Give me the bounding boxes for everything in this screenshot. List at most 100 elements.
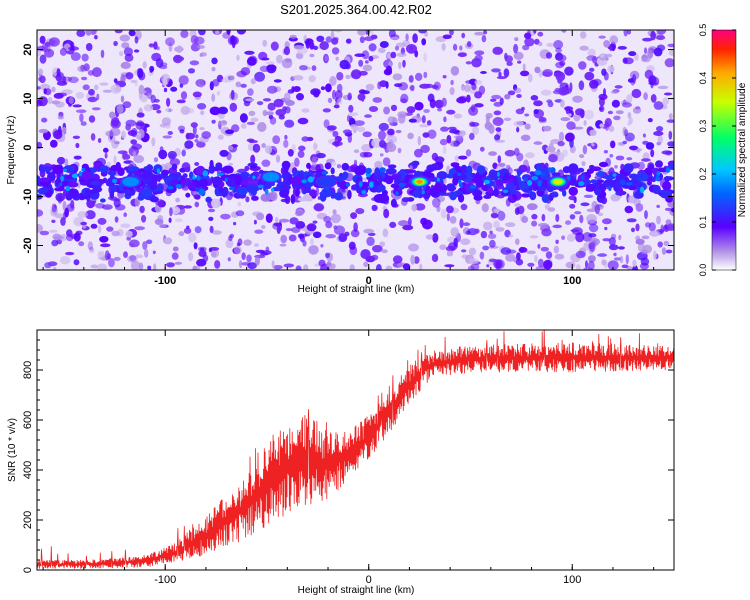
- heatmap-cell: [434, 156, 445, 164]
- heatmap-cell: [238, 260, 243, 269]
- heatmap-band-cell: [472, 189, 483, 197]
- heatmap-cell: [528, 73, 533, 83]
- heatmap-cell: [335, 90, 343, 100]
- heatmap-band-cell: [250, 164, 257, 169]
- heatmap-cell: [99, 82, 109, 86]
- heatmap-cell: [162, 76, 168, 86]
- heatmap-cell: [229, 75, 235, 81]
- heatmap-cell: [299, 65, 308, 71]
- heatmap-band-cell: [518, 180, 526, 191]
- heatmap-spot: [307, 176, 314, 183]
- heatmap-cell: [625, 254, 629, 265]
- heatmap-cell: [561, 235, 565, 240]
- heatmap-cell: [122, 101, 132, 109]
- heatmap-cell: [349, 116, 353, 120]
- heatmap-cell: [617, 246, 625, 250]
- heatmap-cell: [313, 45, 319, 51]
- heatmap-cell: [505, 197, 511, 207]
- heatmap-cell: [250, 154, 256, 164]
- heatmap-cell: [460, 238, 471, 245]
- heatmap-cell: [394, 83, 403, 87]
- heatmap-cell: [359, 151, 368, 158]
- heatmap-cell: [585, 260, 588, 269]
- heatmap-cell: [515, 238, 520, 245]
- heatmap-cell: [415, 72, 423, 81]
- heatmap-cell: [489, 230, 493, 235]
- heatmap-cell: [361, 50, 370, 60]
- heatmap-cell: [163, 87, 168, 93]
- heatmap-spot: [457, 172, 460, 176]
- heatmap-cell: [230, 89, 235, 100]
- heatmap-cell: [423, 52, 427, 62]
- heatmap-cell: [198, 30, 206, 36]
- heatmap-cell: [489, 239, 496, 248]
- y-tick-label: -20: [22, 238, 34, 254]
- heatmap-cell: [183, 205, 192, 209]
- heatmap-cell: [613, 115, 621, 121]
- heatmap-cell: [217, 106, 228, 115]
- heatmap-spot: [217, 172, 224, 176]
- heatmap-cell: [481, 203, 489, 213]
- heatmap-cell: [73, 155, 82, 160]
- heatmap-cell: [60, 217, 66, 226]
- heatmap-cell: [332, 130, 339, 138]
- heatmap-cell: [560, 117, 571, 122]
- heatmap-cell: [515, 108, 525, 115]
- heatmap-cell: [622, 140, 628, 145]
- heatmap-cell: [39, 54, 47, 64]
- heatmap-cell: [453, 135, 464, 139]
- heatmap-cell: [210, 251, 217, 258]
- heatmap-cell: [254, 71, 265, 82]
- heatmap-cell: [398, 220, 409, 227]
- heatmap-cell: [208, 216, 214, 221]
- heatmap-band-cell: [37, 175, 41, 184]
- heatmap-cell: [516, 252, 521, 261]
- heatmap-cell: [166, 262, 175, 268]
- heatmap-cell: [268, 114, 274, 120]
- heatmap-band-cell: [212, 166, 220, 172]
- heatmap-cell: [298, 233, 305, 239]
- heatmap-cell: [130, 139, 138, 145]
- heatmap-band-cell: [279, 188, 289, 198]
- heatmap-cell: [287, 89, 294, 94]
- heatmap-cell: [295, 265, 302, 270]
- heatmap-cell: [247, 88, 254, 96]
- heatmap-cell: [483, 221, 493, 231]
- heatmap-band-cell: [271, 186, 283, 192]
- heatmap-cell: [37, 96, 48, 107]
- heatmap-cell: [103, 147, 109, 153]
- heatmap-spot: [625, 182, 633, 186]
- heatmap-cell: [235, 210, 245, 217]
- heatmap-cell: [248, 110, 256, 117]
- heatmap-cell: [604, 226, 608, 231]
- heatmap-cell: [653, 131, 664, 136]
- heatmap-spot: [60, 175, 65, 181]
- heatmap-spot: [531, 176, 539, 181]
- heatmap-band-cell: [568, 163, 579, 173]
- heatmap-cell: [209, 106, 221, 116]
- heatmap-cell: [527, 262, 535, 267]
- heatmap-cell: [39, 230, 50, 236]
- heatmap-cell: [651, 76, 660, 86]
- heatmap-cell: [292, 86, 301, 92]
- y-tick-label: 0: [22, 567, 34, 573]
- heatmap-cell: [47, 97, 53, 105]
- heatmap-cell: [139, 205, 145, 214]
- heatmap-spot: [665, 167, 671, 173]
- heatmap-cell: [289, 217, 299, 225]
- heatmap-cell: [137, 68, 144, 79]
- heatmap-cell: [608, 244, 619, 251]
- heatmap-cell: [394, 45, 400, 51]
- heatmap-cell: [55, 192, 65, 202]
- heatmap-band-cell: [107, 170, 117, 176]
- heatmap-cell: [284, 119, 295, 128]
- heatmap-band-cell: [503, 172, 510, 181]
- heatmap-band-cell: [483, 194, 492, 199]
- heatmap-cell: [441, 97, 447, 107]
- heatmap-cell: [130, 79, 137, 84]
- heatmap-cell: [513, 120, 524, 127]
- heatmap-cell: [537, 243, 541, 249]
- heatmap-cell: [38, 128, 49, 134]
- heatmap-cell: [355, 208, 365, 215]
